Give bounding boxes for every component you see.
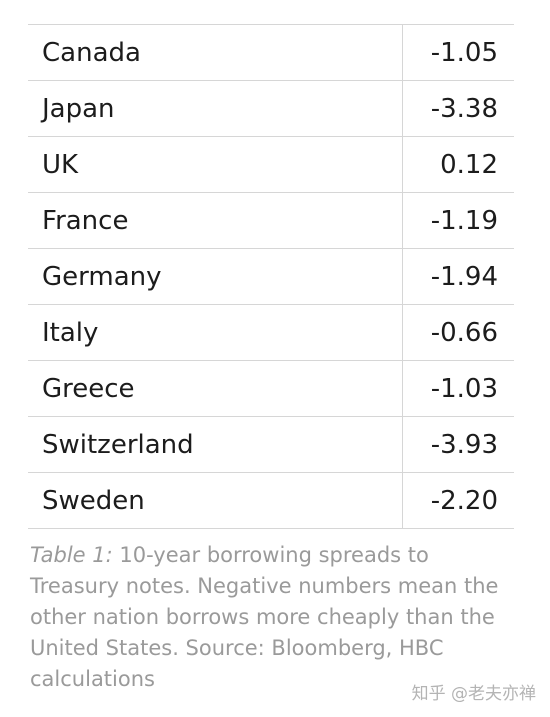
spreads-table: Canada -1.05 Japan -3.38 UK 0.12 France …: [28, 24, 514, 529]
country-cell: Japan: [28, 80, 403, 137]
table-caption: Table 1: 10-year borrowing spreads to Tr…: [30, 540, 520, 695]
table-row: Italy -0.66: [28, 304, 514, 361]
country-cell: Switzerland: [28, 416, 403, 473]
country-cell: Sweden: [28, 472, 403, 529]
country-cell: Greece: [28, 360, 403, 417]
spread-value-cell: 0.12: [402, 136, 514, 193]
country-cell: Germany: [28, 248, 403, 305]
table-row: Canada -1.05: [28, 24, 514, 81]
table-row: Greece -1.03: [28, 360, 514, 417]
table-row: Switzerland -3.93: [28, 416, 514, 473]
table-row: France -1.19: [28, 192, 514, 249]
watermark: 知乎 @老夫亦禅: [411, 684, 536, 704]
spreads-table-container: Canada -1.05 Japan -3.38 UK 0.12 France …: [28, 24, 514, 529]
country-cell: UK: [28, 136, 403, 193]
country-cell: Canada: [28, 24, 403, 81]
country-cell: France: [28, 192, 403, 249]
spread-value-cell: -1.94: [402, 248, 514, 305]
table-row: Sweden -2.20: [28, 472, 514, 529]
spread-value-cell: -3.38: [402, 80, 514, 137]
spread-value-cell: -1.05: [402, 24, 514, 81]
table-row: UK 0.12: [28, 136, 514, 193]
caption-text: 10-year borrowing spreads to Treasury no…: [30, 543, 499, 691]
spread-value-cell: -0.66: [402, 304, 514, 361]
spread-value-cell: -3.93: [402, 416, 514, 473]
spread-value-cell: -1.03: [402, 360, 514, 417]
spread-value-cell: -1.19: [402, 192, 514, 249]
spread-value-cell: -2.20: [402, 472, 514, 529]
table-row: Germany -1.94: [28, 248, 514, 305]
country-cell: Italy: [28, 304, 403, 361]
table-row: Japan -3.38: [28, 80, 514, 137]
caption-label: Table 1:: [30, 543, 113, 567]
